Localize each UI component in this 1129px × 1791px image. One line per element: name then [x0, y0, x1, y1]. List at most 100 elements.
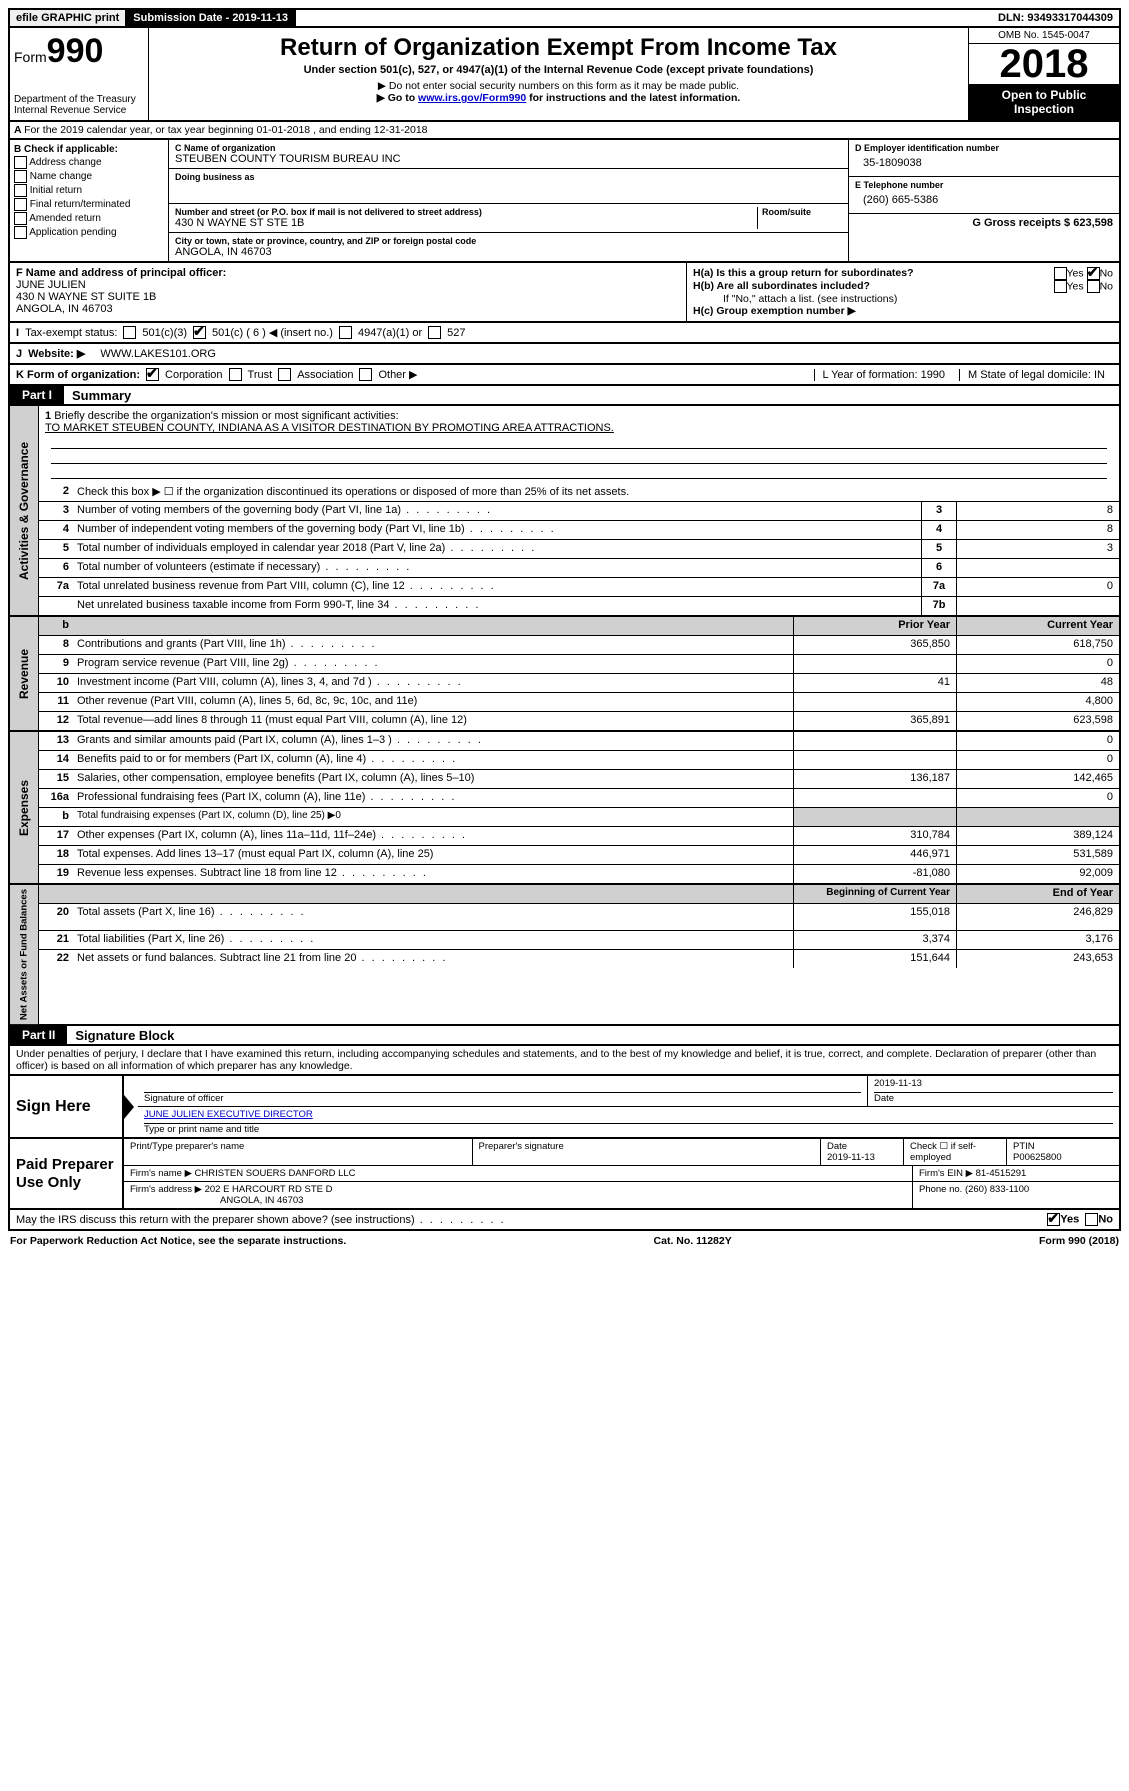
prior-year-hdr: Prior Year — [793, 617, 956, 635]
chk-4947[interactable] — [339, 326, 352, 339]
tax-year: 2018 — [969, 44, 1119, 84]
line13: Grants and similar amounts paid (Part IX… — [73, 732, 793, 750]
form-header: Form990 Department of the TreasuryIntern… — [8, 26, 1121, 122]
chk-amended[interactable]: Amended return — [14, 212, 164, 225]
line14: Benefits paid to or for members (Part IX… — [73, 751, 793, 769]
line7b: Net unrelated business taxable income fr… — [73, 597, 921, 615]
entity-block: B Check if applicable: Address change Na… — [8, 140, 1121, 263]
efile-label[interactable]: efile GRAPHIC print — [10, 10, 127, 26]
e20: 246,829 — [956, 904, 1119, 930]
gross-receipts: G Gross receipts $ 623,598 — [849, 214, 1119, 250]
val7a: 0 — [956, 578, 1119, 596]
officer-addr2: ANGOLA, IN 46703 — [16, 303, 113, 315]
ein: 35-1809038 — [855, 153, 1113, 169]
chk-corp[interactable] — [146, 368, 159, 381]
p18: 446,971 — [793, 846, 956, 864]
c18: 531,589 — [956, 846, 1119, 864]
governance-section: Activities & Governance 1 Briefly descri… — [8, 406, 1121, 617]
preparer-name-label: Print/Type preparer's name — [124, 1139, 473, 1166]
line20: Total assets (Part X, line 16) — [73, 904, 793, 930]
vlabel-governance: Activities & Governance — [10, 406, 39, 615]
sign-here-label: Sign Here — [10, 1076, 124, 1137]
section-a-period: A For the 2019 calendar year, or tax yea… — [8, 122, 1121, 140]
open-public: Open to Public Inspection — [969, 84, 1119, 120]
subtitle: Under section 501(c), 527, or 4947(a)(1)… — [157, 64, 960, 76]
part1-header: Part I Summary — [8, 386, 1121, 406]
form-ref: Form 990 (2018) — [1039, 1235, 1119, 1247]
ein-label: D Employer identification number — [855, 143, 1113, 153]
p19: -81,080 — [793, 865, 956, 883]
submission-date: Submission Date - 2019-11-13 — [127, 10, 296, 26]
p8: 365,850 — [793, 636, 956, 654]
chk-other[interactable] — [359, 368, 372, 381]
officer-label: F Name and address of principal officer: — [16, 267, 226, 279]
form-number: Form990 — [14, 32, 144, 71]
c10: 48 — [956, 674, 1119, 692]
form990-link[interactable]: www.irs.gov/Form990 — [418, 92, 526, 104]
val6 — [956, 559, 1119, 577]
year-formation: L Year of formation: 1990 — [814, 369, 954, 381]
p16a — [793, 789, 956, 807]
footer: For Paperwork Reduction Act Notice, see … — [8, 1231, 1121, 1251]
c12: 623,598 — [956, 712, 1119, 730]
chk-name-change[interactable]: Name change — [14, 170, 164, 183]
sig-date-label: Date — [874, 1093, 894, 1104]
pra-notice: For Paperwork Reduction Act Notice, see … — [10, 1235, 346, 1247]
chk-final-return[interactable]: Final return/terminated — [14, 198, 164, 211]
chk-assoc[interactable] — [278, 368, 291, 381]
chk-527[interactable] — [428, 326, 441, 339]
hb-label: H(b) Are all subordinates included? — [693, 280, 870, 292]
hb-answer[interactable]: Yes No — [1054, 280, 1114, 293]
part2-header: Part II Signature Block — [8, 1026, 1121, 1046]
line16b: Total fundraising expenses (Part IX, col… — [73, 808, 793, 826]
c9: 0 — [956, 655, 1119, 673]
revenue-section: Revenue bPrior YearCurrent Year 8Contrib… — [8, 617, 1121, 732]
line21: Total liabilities (Part X, line 26) — [73, 931, 793, 949]
line4: Number of independent voting members of … — [73, 521, 921, 539]
netassets-section: Net Assets or Fund Balances Beginning of… — [8, 885, 1121, 1026]
discuss-answer[interactable]: Yes No — [1047, 1213, 1113, 1226]
c8: 618,750 — [956, 636, 1119, 654]
ptin-label: PTIN — [1013, 1141, 1035, 1152]
org-name-label: C Name of organization — [175, 143, 842, 153]
ha-answer[interactable]: Yes No — [1054, 267, 1114, 280]
firm-phone: Phone no. (260) 833-1100 — [913, 1182, 1119, 1208]
chk-initial-return[interactable]: Initial return — [14, 184, 164, 197]
firm-addr: 202 E HARCOURT RD STE D — [205, 1184, 333, 1195]
preparer-sig-label: Preparer's signature — [473, 1139, 822, 1166]
p12: 365,891 — [793, 712, 956, 730]
chk-application-pending[interactable]: Application pending — [14, 226, 164, 239]
ha-label: H(a) Is this a group return for subordin… — [693, 267, 914, 279]
officer-addr1: 430 N WAYNE ST SUITE 1B — [16, 291, 156, 303]
line1-label: Briefly describe the organization's miss… — [54, 410, 398, 422]
perjury-text: Under penalties of perjury, I declare th… — [8, 1046, 1121, 1076]
firm-ein: Firm's EIN ▶ 81-4515291 — [913, 1166, 1119, 1182]
chk-501c[interactable] — [193, 326, 206, 339]
chk-trust[interactable] — [229, 368, 242, 381]
box-b: B Check if applicable: Address change Na… — [10, 140, 169, 261]
line2: Check this box ▶ ☐ if the organization d… — [73, 483, 1119, 501]
current-year-hdr: Current Year — [956, 617, 1119, 635]
c16a: 0 — [956, 789, 1119, 807]
sig-officer-label: Signature of officer — [144, 1093, 224, 1104]
chk-address-change[interactable]: Address change — [14, 156, 164, 169]
vlabel-netassets: Net Assets or Fund Balances — [10, 885, 39, 1024]
box-klm: K Form of organization: Corporation Trus… — [8, 365, 1121, 386]
begin-year-hdr: Beginning of Current Year — [793, 885, 956, 903]
city-label: City or town, state or province, country… — [175, 236, 842, 246]
b22: 151,644 — [793, 950, 956, 968]
org-name: STEUBEN COUNTY TOURISM BUREAU INC — [175, 153, 842, 165]
typed-name-label: Type or print name and title — [144, 1124, 259, 1135]
p17: 310,784 — [793, 827, 956, 845]
line12: Total revenue—add lines 8 through 11 (mu… — [73, 712, 793, 730]
firm-name-label: Firm's name ▶ — [130, 1168, 192, 1179]
c11: 4,800 — [956, 693, 1119, 711]
hc-label: H(c) Group exemption number ▶ — [693, 305, 1113, 317]
website[interactable]: WWW.LAKES101.ORG — [100, 348, 216, 360]
discuss-row: May the IRS discuss this return with the… — [8, 1210, 1121, 1231]
self-employed[interactable]: Check ☐ if self-employed — [904, 1139, 1007, 1166]
e21: 3,176 — [956, 931, 1119, 949]
box-c: C Name of organization STEUBEN COUNTY TO… — [169, 140, 848, 261]
chk-501c3[interactable] — [123, 326, 136, 339]
arrow-icon — [124, 1095, 134, 1119]
